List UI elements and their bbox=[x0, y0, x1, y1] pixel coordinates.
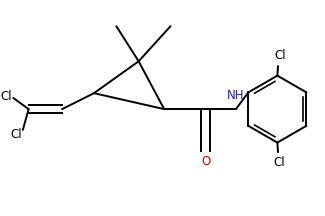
Text: Cl: Cl bbox=[273, 156, 285, 169]
Text: Cl: Cl bbox=[275, 49, 286, 62]
Text: NH: NH bbox=[227, 89, 245, 102]
Text: Cl: Cl bbox=[10, 128, 22, 141]
Text: Cl: Cl bbox=[0, 90, 12, 103]
Text: O: O bbox=[201, 155, 210, 168]
